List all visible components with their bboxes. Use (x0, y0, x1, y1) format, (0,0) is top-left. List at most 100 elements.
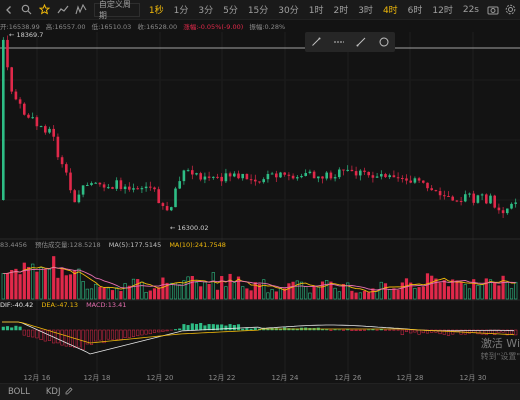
star-icon[interactable] (36, 0, 54, 20)
candle-body (27, 114, 30, 118)
ohlc-low: 低:16510.03 (91, 23, 132, 31)
candle-body (409, 180, 412, 183)
volume-bar (236, 276, 241, 300)
volume-bar (497, 285, 501, 300)
interval-9[interactable]: 3时 (358, 6, 373, 16)
volume-bar (329, 281, 333, 300)
chart-icon[interactable] (54, 0, 72, 20)
macd-bar (379, 329, 383, 331)
extend-line-icon[interactable] (352, 33, 370, 51)
candle-body (275, 173, 278, 178)
volume-bar (455, 280, 459, 300)
candle-body (18, 99, 22, 104)
tab-kdj-label: KDJ (45, 387, 61, 397)
interval-22s[interactable]: 22s (462, 4, 480, 15)
candle-body (186, 170, 190, 172)
candle-body (338, 169, 341, 178)
ray-icon[interactable] (330, 33, 348, 51)
candle-body (438, 191, 442, 196)
macd-bar (199, 322, 203, 331)
interval-3[interactable]: 3分 (198, 6, 214, 16)
volume-bar (232, 282, 236, 300)
volume-bar (400, 282, 404, 300)
candle-body (380, 174, 383, 177)
candle-body (216, 176, 219, 178)
candle-body (161, 203, 165, 207)
circle-icon[interactable] (375, 33, 393, 51)
volume-bar (304, 286, 308, 300)
tab-boll[interactable]: BOLL (8, 387, 30, 397)
volume-bars (1, 256, 518, 300)
interval-4[interactable]: 5分 (223, 6, 238, 16)
macd-bar (43, 329, 47, 342)
candle-body (443, 195, 446, 197)
indicator-icon[interactable] (72, 0, 90, 20)
volume-bar (119, 291, 123, 300)
candle-body (283, 172, 286, 175)
volume-bar (358, 292, 362, 300)
candle-body (321, 176, 324, 179)
interval-6[interactable]: 30分 (278, 6, 299, 16)
ohlc-amplitude: 振幅:0.28% (249, 23, 286, 31)
macd-bar (320, 329, 325, 331)
macd-bar (140, 329, 144, 336)
camera-icon[interactable] (484, 0, 502, 20)
macd-bar (228, 324, 232, 331)
macd-bar (136, 329, 140, 337)
interval-11[interactable]: 6时 (407, 6, 423, 16)
volume-bar (106, 287, 110, 300)
macd-bar (501, 329, 505, 333)
volume-bar (98, 286, 102, 300)
candlestick-chart[interactable]: ← 18369.7 ← 16300.02 12月 16 12月 18 12月 20 1… (0, 0, 520, 383)
indicator-tabs: BOLL KDJ (0, 383, 520, 400)
interval-2[interactable]: 1分 (173, 6, 189, 16)
tab-kdj[interactable]: KDJ (38, 386, 82, 398)
macd-bar (64, 329, 68, 347)
interval-type-select[interactable]: 自定义周期 (93, 0, 140, 20)
macd-bar (77, 329, 81, 348)
macd-bar (446, 329, 451, 336)
volume-bar (64, 275, 68, 300)
search-icon[interactable] (18, 0, 36, 20)
candles-group (2, 35, 517, 218)
volume-bar (22, 262, 26, 300)
x-axis-label: 12月 24 (271, 374, 299, 382)
volume-bar (514, 281, 518, 300)
draw-line-icon[interactable] (307, 33, 325, 51)
volume-bar (144, 291, 148, 300)
macd-bar (14, 325, 18, 331)
volume-bar (274, 291, 278, 300)
volume-bar (110, 290, 115, 300)
settings-icon[interactable] (502, 0, 520, 20)
volume-bar (190, 275, 194, 300)
volume-bar (501, 275, 505, 300)
edit-icon[interactable] (65, 386, 74, 398)
interval-5[interactable]: 15分 (247, 6, 269, 16)
chevron-left-icon[interactable] (0, 0, 18, 20)
volume-bar (257, 284, 262, 300)
candle-body (136, 188, 139, 190)
volume-bar (224, 286, 228, 300)
interval-8[interactable]: 2时 (333, 6, 349, 16)
candle-body (388, 175, 391, 178)
candle-body (417, 178, 421, 181)
interval-1[interactable]: 1秒 (148, 6, 164, 16)
candle-body (291, 175, 295, 179)
volume-bar (446, 286, 451, 300)
interval-7[interactable]: 1时 (308, 6, 324, 16)
volume-ma10-line (3, 266, 516, 291)
candle-body (329, 172, 333, 179)
volume-bar (148, 290, 152, 300)
macd-bar (476, 329, 480, 335)
candle-body (396, 177, 400, 179)
volume-bar (308, 292, 312, 300)
interval-12[interactable]: 12时 (432, 6, 453, 16)
interval-10[interactable]: 4时 (382, 6, 398, 16)
macd-bar (190, 323, 194, 331)
candle-body (207, 176, 211, 178)
volume-bar (509, 288, 514, 300)
volume-bar (245, 288, 249, 300)
macd-bar (182, 324, 186, 331)
macd-bar (148, 329, 152, 335)
candle-body (296, 177, 299, 179)
